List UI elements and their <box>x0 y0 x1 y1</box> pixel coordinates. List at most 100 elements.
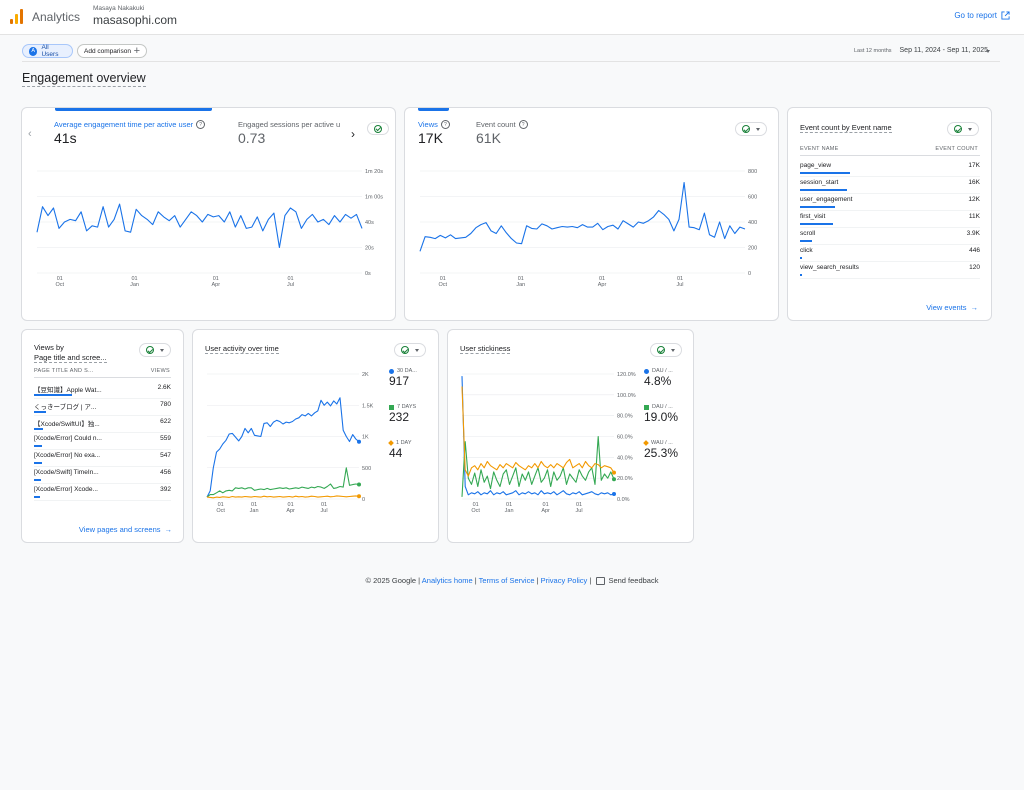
row-bar <box>34 445 43 447</box>
table-row[interactable]: 【Xcode/SwiftUI】独... 622 <box>34 415 171 433</box>
table-row[interactable]: [Xcode/Error] Could n... 559 <box>34 432 171 450</box>
metric-tab-views[interactable]: Views ? 17K <box>418 120 450 146</box>
x-tick-label: Apr <box>541 508 550 514</box>
x-tick-label: Jul <box>676 282 683 288</box>
row-name: page_view <box>800 162 832 169</box>
segment-chip-all-users[interactable]: A All Users <box>22 44 73 58</box>
column-header-event-name[interactable]: EVENT NAME <box>800 146 839 152</box>
table-row[interactable]: view_search_results 120 <box>800 261 980 279</box>
analytics-home-link[interactable]: Analytics home <box>421 576 473 585</box>
y-tick-label: 200 <box>748 246 757 252</box>
legend-item[interactable]: WAU / ... 25.3% <box>643 440 678 460</box>
send-feedback-button[interactable]: Send feedback <box>596 576 659 586</box>
send-feedback-label: Send feedback <box>608 576 659 585</box>
comparison-status-button[interactable] <box>735 122 767 136</box>
table-row[interactable]: scroll 3.9K <box>800 227 980 245</box>
row-bar <box>800 274 802 276</box>
row-bar <box>800 172 851 174</box>
app-name: Analytics <box>32 10 81 24</box>
help-icon[interactable]: ? <box>440 120 450 129</box>
column-header-page-title[interactable]: PAGE TITLE AND S... <box>34 368 94 374</box>
table-row[interactable]: [Xcode/Error] No exa... 547 <box>34 449 171 467</box>
view-events-link[interactable]: View events → <box>926 303 978 312</box>
x-tick-label: Jul <box>287 282 294 288</box>
check-circle-icon <box>954 125 962 133</box>
row-bar <box>800 206 836 208</box>
y-tick-label: 1K <box>362 435 369 441</box>
column-header-event-count[interactable]: EVENT COUNT <box>935 146 978 152</box>
row-value: 446 <box>969 247 980 254</box>
date-range-picker[interactable]: Last 12 months Sep 11, 2024 - Sep 11, 20… <box>854 47 988 54</box>
terms-link[interactable]: Terms of Service <box>478 576 535 585</box>
check-circle-icon <box>146 346 154 354</box>
footer: © 2025 Google | Analytics home | Terms o… <box>365 576 659 586</box>
x-tick-label: Jan <box>505 508 514 514</box>
column-header-views[interactable]: VIEWS <box>150 368 170 374</box>
x-tick-label: Apr <box>598 282 607 288</box>
legend-value: 232 <box>389 410 410 424</box>
help-icon[interactable]: ? <box>518 120 528 129</box>
legend-marker <box>389 404 394 410</box>
row-bar <box>34 411 46 413</box>
table-row[interactable]: click 446 <box>800 244 980 262</box>
table-row[interactable]: [Xcode/Swift] TimeIn... 456 <box>34 466 171 484</box>
comparison-status-button[interactable] <box>394 343 426 357</box>
metric-tab-engagement-time[interactable]: Average engagement time per active user … <box>54 120 224 146</box>
x-tick-label: 01 <box>518 276 524 282</box>
table-row[interactable]: first_visit 11K <box>800 210 980 228</box>
chevron-right-icon[interactable]: › <box>351 127 355 141</box>
table-row[interactable]: [Xcode/Error] Xcode... 392 <box>34 483 171 501</box>
y-tick-label: 2K <box>362 372 369 378</box>
row-value: 17K <box>968 162 980 169</box>
metric-value: 17K <box>418 130 443 146</box>
comparison-status-button[interactable] <box>367 122 389 135</box>
metric-tab-engaged-sessions[interactable]: Engaged sessions per active u 0.73 <box>238 120 346 146</box>
metric-label: Average engagement time per active user <box>54 120 194 129</box>
y-tick-label: 100.0% <box>617 393 636 399</box>
series-end-marker <box>357 439 361 444</box>
x-tick-label: Jan <box>130 282 139 288</box>
add-comparison-button[interactable]: Add comparison + <box>77 44 147 58</box>
property-name[interactable]: masasophi.com <box>93 13 178 27</box>
account-name[interactable]: Masaya Nakakuki <box>93 5 145 12</box>
comparison-status-button[interactable] <box>650 343 682 357</box>
table-row[interactable]: user_engagement 12K <box>800 193 980 211</box>
view-pages-link[interactable]: View pages and screens → <box>79 525 172 534</box>
row-name: [Xcode/Error] No exa... <box>34 452 101 459</box>
y-tick-label: 600 <box>748 195 757 201</box>
legend-marker <box>644 368 649 374</box>
metric-tab-event-count[interactable]: Event count ? 61K <box>476 120 528 146</box>
help-icon[interactable]: ? <box>196 120 206 129</box>
comparison-status-button[interactable] <box>139 343 171 357</box>
comparison-status-button[interactable] <box>947 122 979 136</box>
table-row[interactable]: page_view 17K <box>800 159 980 177</box>
chevron-left-icon[interactable]: ‹ <box>28 128 32 140</box>
x-tick-label: 01 <box>218 502 224 508</box>
table-row[interactable]: session_start 16K <box>800 176 980 194</box>
legend-marker <box>643 440 649 446</box>
legend-marker <box>644 404 649 410</box>
date-range-label: Last 12 months <box>853 48 892 54</box>
x-tick-label: Oct <box>438 282 447 288</box>
legend-item[interactable]: DAU / ... 4.8% <box>644 368 673 388</box>
chevron-down-icon <box>671 348 675 352</box>
y-tick-label: 120.0% <box>617 372 636 378</box>
legend-label: DAU / ... <box>644 368 673 374</box>
privacy-link[interactable]: Privacy Policy <box>540 576 588 585</box>
legend-item[interactable]: 1 DAY 44 <box>388 440 412 460</box>
legend-item[interactable]: 30 DA... 917 <box>389 368 417 388</box>
go-to-report-link[interactable]: Go to report <box>954 11 1010 20</box>
series-line-series <box>419 181 746 252</box>
legend-item[interactable]: DAU / ... 19.0% <box>644 404 678 424</box>
analytics-logo[interactable] <box>8 8 24 24</box>
copyright: © 2025 Google <box>365 576 417 585</box>
divider <box>22 61 1000 62</box>
row-bar <box>800 189 848 191</box>
table-row[interactable]: くっきーブログ | ア... 780 <box>34 398 171 416</box>
row-bar <box>34 479 41 481</box>
date-dropdown-icon[interactable] <box>986 50 990 53</box>
legend-item[interactable]: 7 DAYS 232 <box>389 404 416 424</box>
legend-label: 30 DA... <box>389 368 417 374</box>
table-row[interactable]: 【豆知識】Apple Wat... 2.6K <box>34 381 171 399</box>
row-bar <box>800 240 812 242</box>
